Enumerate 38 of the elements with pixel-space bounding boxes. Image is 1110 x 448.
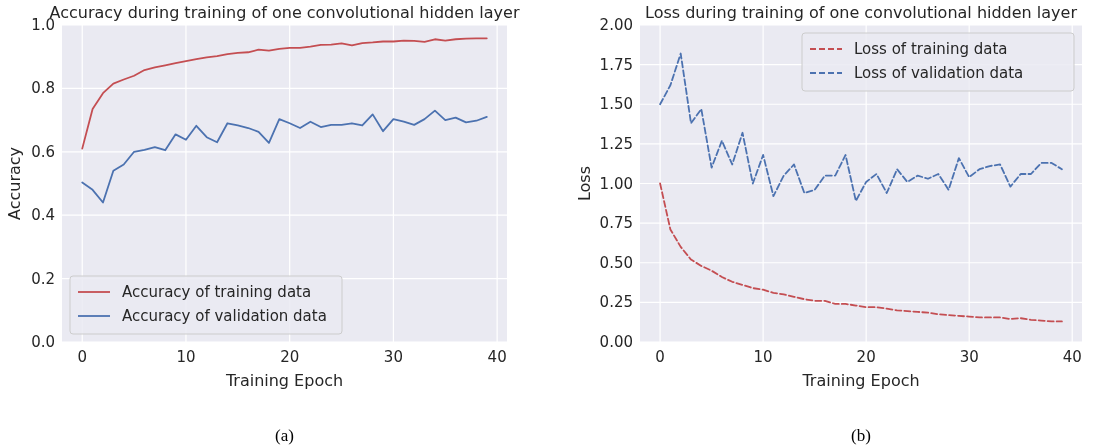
y-tick-label: 0.0 (31, 333, 55, 351)
text: (a) (275, 426, 294, 445)
y-tick-label: 0.4 (31, 206, 55, 225)
y-tick-label: 0.25 (599, 293, 633, 312)
x-axis-title: Training Epoch (801, 371, 920, 390)
y-axis-title: Loss (575, 165, 594, 202)
y-tick-label: 0.50 (599, 253, 633, 272)
x-tick-label: 40 (487, 348, 507, 366)
chart-title: Loss during training of one convolutional hidden layer (645, 3, 1078, 22)
x-tick-label: 10 (753, 348, 773, 366)
x-tick-label: 0 (655, 348, 665, 366)
x-tick-label: 30 (959, 348, 979, 366)
line-series (81, 109, 488, 204)
x-tick-label: 0 (77, 348, 87, 366)
legend-label: Accuracy of training data (122, 283, 312, 301)
y-tick-label: 0.2 (31, 269, 55, 288)
line-series (659, 182, 1063, 323)
y-tick-label: 1.50 (599, 95, 633, 114)
line-series (81, 37, 488, 150)
y-tick-label: 2.00 (599, 16, 633, 34)
x-tick-label: 20 (856, 348, 876, 366)
y-tick-label: 0.00 (599, 333, 633, 351)
x-tick-label: 20 (280, 348, 300, 366)
y-axis-title: Accuracy (5, 146, 24, 221)
legend-label: Loss of training data (854, 40, 1008, 58)
y-tick-label: 0.6 (31, 142, 55, 161)
x-tick-label: 10 (176, 348, 196, 366)
x-axis-title: Training Epoch (224, 371, 344, 390)
x-tick-label: 40 (1062, 348, 1082, 366)
legend-label: Accuracy of validation data (122, 307, 327, 325)
y-tick-label: 0.75 (599, 214, 633, 233)
y-tick-label: 1.25 (599, 134, 633, 153)
legend-label: Loss of validation data (854, 64, 1024, 82)
text: (b) (851, 426, 871, 445)
y-tick-label: 1.00 (599, 174, 633, 193)
y-tick-label: 0.8 (31, 79, 55, 98)
y-tick-label: 1.75 (599, 55, 633, 74)
x-tick-label: 30 (383, 348, 403, 366)
